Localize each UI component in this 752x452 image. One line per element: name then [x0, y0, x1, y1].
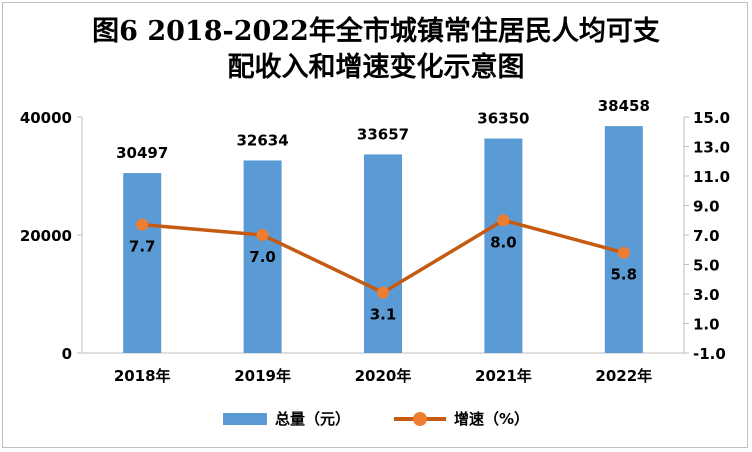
growth-data-label: 7.0: [249, 248, 276, 266]
growth-data-label: 7.7: [129, 238, 156, 256]
chart-frame: [2, 2, 748, 448]
x-tick-label: 2020年: [355, 367, 412, 385]
y-right-tick-label: 9.0: [693, 198, 720, 216]
legend-swatch-bar: [222, 412, 267, 425]
chart-title: 图6 2018-2022年全市城镇常住居民人均可支 配收入和增速变化示意图: [0, 14, 752, 86]
legend-item-growth: 增速（%）: [393, 408, 530, 429]
bar: [364, 154, 402, 353]
growth-data-label: 5.8: [611, 266, 638, 284]
growth-point: [136, 218, 149, 231]
chart-title-line-2: 配收入和增速变化示意图: [227, 52, 525, 83]
legend-label-total: 总量（元）: [274, 410, 350, 428]
y-right-tick-label: 3.0: [693, 286, 720, 304]
x-tick-label: 2022年: [595, 367, 652, 385]
legend-swatch-line: [393, 411, 446, 426]
legend-item-total: 总量（元）: [222, 408, 350, 429]
y-left-tick-label: 0: [62, 345, 72, 363]
bar: [604, 126, 643, 353]
growth-point: [256, 229, 269, 241]
bar-data-label: 30497: [116, 144, 168, 162]
y-right-tick-label: 7.0: [693, 227, 720, 245]
y-right-tick-label: 11.0: [693, 168, 730, 186]
y-right-tick-label: 5.0: [693, 257, 720, 275]
x-tick-label: 2019年: [234, 367, 291, 385]
chart-legend: 总量（元） 增速（%）: [0, 408, 752, 429]
y-right-tick-label: -1.0: [693, 345, 726, 363]
y-right-tick-label: 13.0: [693, 139, 730, 157]
growth-point: [377, 286, 389, 299]
bar: [123, 173, 162, 353]
growth-data-label: 8.0: [490, 233, 517, 251]
bar-data-label: 36350: [477, 110, 529, 128]
x-tick-label: 2018年: [114, 367, 171, 385]
bar: [484, 138, 523, 353]
bar: [243, 160, 282, 353]
x-tick-label: 2021年: [475, 367, 532, 385]
growth-point: [497, 214, 510, 227]
bar-data-label: 33657: [357, 125, 409, 143]
chart-title-line-1: 图6 2018-2022年全市城镇常住居民人均可支: [92, 16, 660, 47]
y-right-tick-label: 1.0: [693, 316, 720, 334]
bar-data-label: 32634: [237, 131, 289, 149]
legend-label-growth: 增速（%）: [453, 410, 530, 428]
growth-point: [617, 246, 630, 259]
bar-data-label: 38458: [598, 97, 650, 115]
growth-data-label: 3.1: [370, 306, 397, 324]
y-left-tick-label: 40000: [20, 109, 72, 127]
y-right-tick-label: 15.0: [693, 109, 730, 127]
y-left-tick-label: 20000: [20, 227, 72, 245]
